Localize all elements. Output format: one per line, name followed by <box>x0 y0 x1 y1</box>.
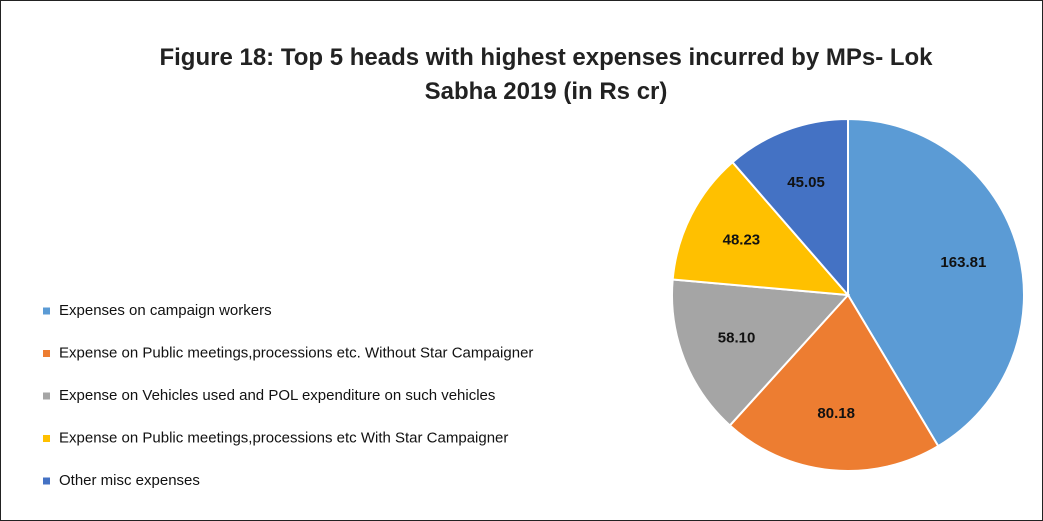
slice-label: 45.05 <box>787 174 825 191</box>
legend-marker <box>43 350 50 357</box>
pie-slice <box>728 293 940 472</box>
slice-label: 163.81 <box>940 254 986 271</box>
pie-slice <box>671 278 851 427</box>
pie-slice <box>671 160 851 297</box>
slice-label: 80.18 <box>817 405 855 422</box>
legend-text: Expenses on campaign workers <box>59 302 272 319</box>
slice-label: 58.10 <box>718 330 756 347</box>
pie-slice <box>847 117 1025 448</box>
legend-text: Expense on Vehicles used and POL expendi… <box>59 387 495 404</box>
legend-marker <box>43 477 50 485</box>
legend-text: Expense on Public meetings,processions e… <box>59 344 533 361</box>
legend-marker <box>43 307 50 315</box>
chart-title: Figure 18: Top 5 heads with highest expe… <box>159 44 933 105</box>
slice-label: 48.23 <box>723 232 761 249</box>
legend-text: Other misc expenses <box>59 472 200 489</box>
pie-slice <box>731 117 849 298</box>
legend-marker <box>43 435 50 442</box>
legend-text: Expense on Public meetings,processions e… <box>59 429 508 446</box>
legend-marker <box>43 392 50 400</box>
